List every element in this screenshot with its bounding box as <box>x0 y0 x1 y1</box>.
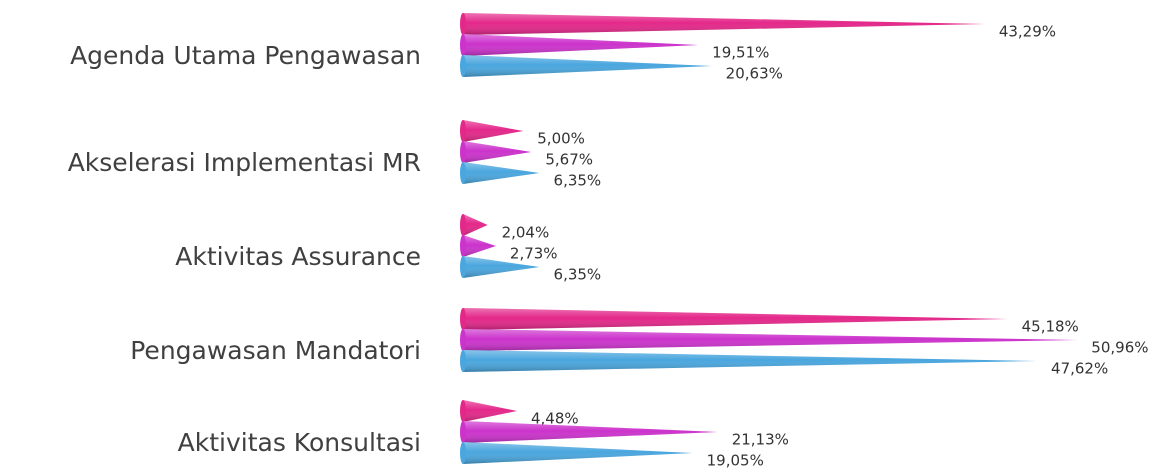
cone-base <box>460 235 466 257</box>
value-label: 50,96% <box>1091 339 1148 357</box>
value-label: 6,35% <box>554 266 602 284</box>
value-label: 20,63% <box>726 65 783 83</box>
cone-base <box>460 421 466 443</box>
value-label: 4,48% <box>531 410 579 428</box>
cone-shade <box>463 214 488 236</box>
cone-shade <box>463 308 1008 330</box>
cone-shade <box>463 442 693 464</box>
cone-shade <box>463 55 712 77</box>
cone-shade <box>463 120 524 142</box>
cone-base <box>460 55 466 77</box>
cone-base <box>460 329 466 351</box>
category-label: Agenda Utama Pengawasan <box>70 41 421 70</box>
category-label: Aktivitas Assurance <box>175 242 421 271</box>
cone-base <box>460 308 466 330</box>
cone-shade <box>463 13 985 35</box>
value-label: 5,67% <box>545 151 593 169</box>
cone-base <box>460 120 466 142</box>
cone-shade <box>463 162 540 184</box>
value-label: 6,35% <box>554 172 602 190</box>
cone-base <box>460 400 466 422</box>
cone-shade <box>463 350 1038 372</box>
cone-shade <box>463 34 699 56</box>
value-label: 47,62% <box>1051 360 1108 378</box>
cone-shade <box>463 400 518 422</box>
category-label: Akselerasi Implementasi MR <box>68 148 421 177</box>
category-label: Pengawasan Mandatori <box>130 336 421 365</box>
cone-base <box>460 13 466 35</box>
value-label: 2,04% <box>502 224 550 242</box>
value-label: 43,29% <box>999 23 1056 41</box>
cone-shade <box>463 256 540 278</box>
cone-shade <box>463 421 718 443</box>
value-label: 2,73% <box>510 245 558 263</box>
value-label: 19,05% <box>707 452 764 470</box>
value-label: 45,18% <box>1022 318 1079 336</box>
cone-base <box>460 34 466 56</box>
cone-base <box>460 141 466 163</box>
cone-shade <box>463 235 496 257</box>
cone-shade <box>463 329 1078 351</box>
cone-base <box>460 214 466 236</box>
value-label: 19,51% <box>712 44 769 62</box>
cone-base <box>460 162 466 184</box>
cone-base <box>460 256 466 278</box>
cone-base <box>460 442 466 464</box>
category-label: Aktivitas Konsultasi <box>178 428 421 457</box>
value-label: 5,00% <box>537 130 585 148</box>
value-label: 21,13% <box>732 431 789 449</box>
cone-shade <box>463 141 532 163</box>
cone-base <box>460 350 466 372</box>
